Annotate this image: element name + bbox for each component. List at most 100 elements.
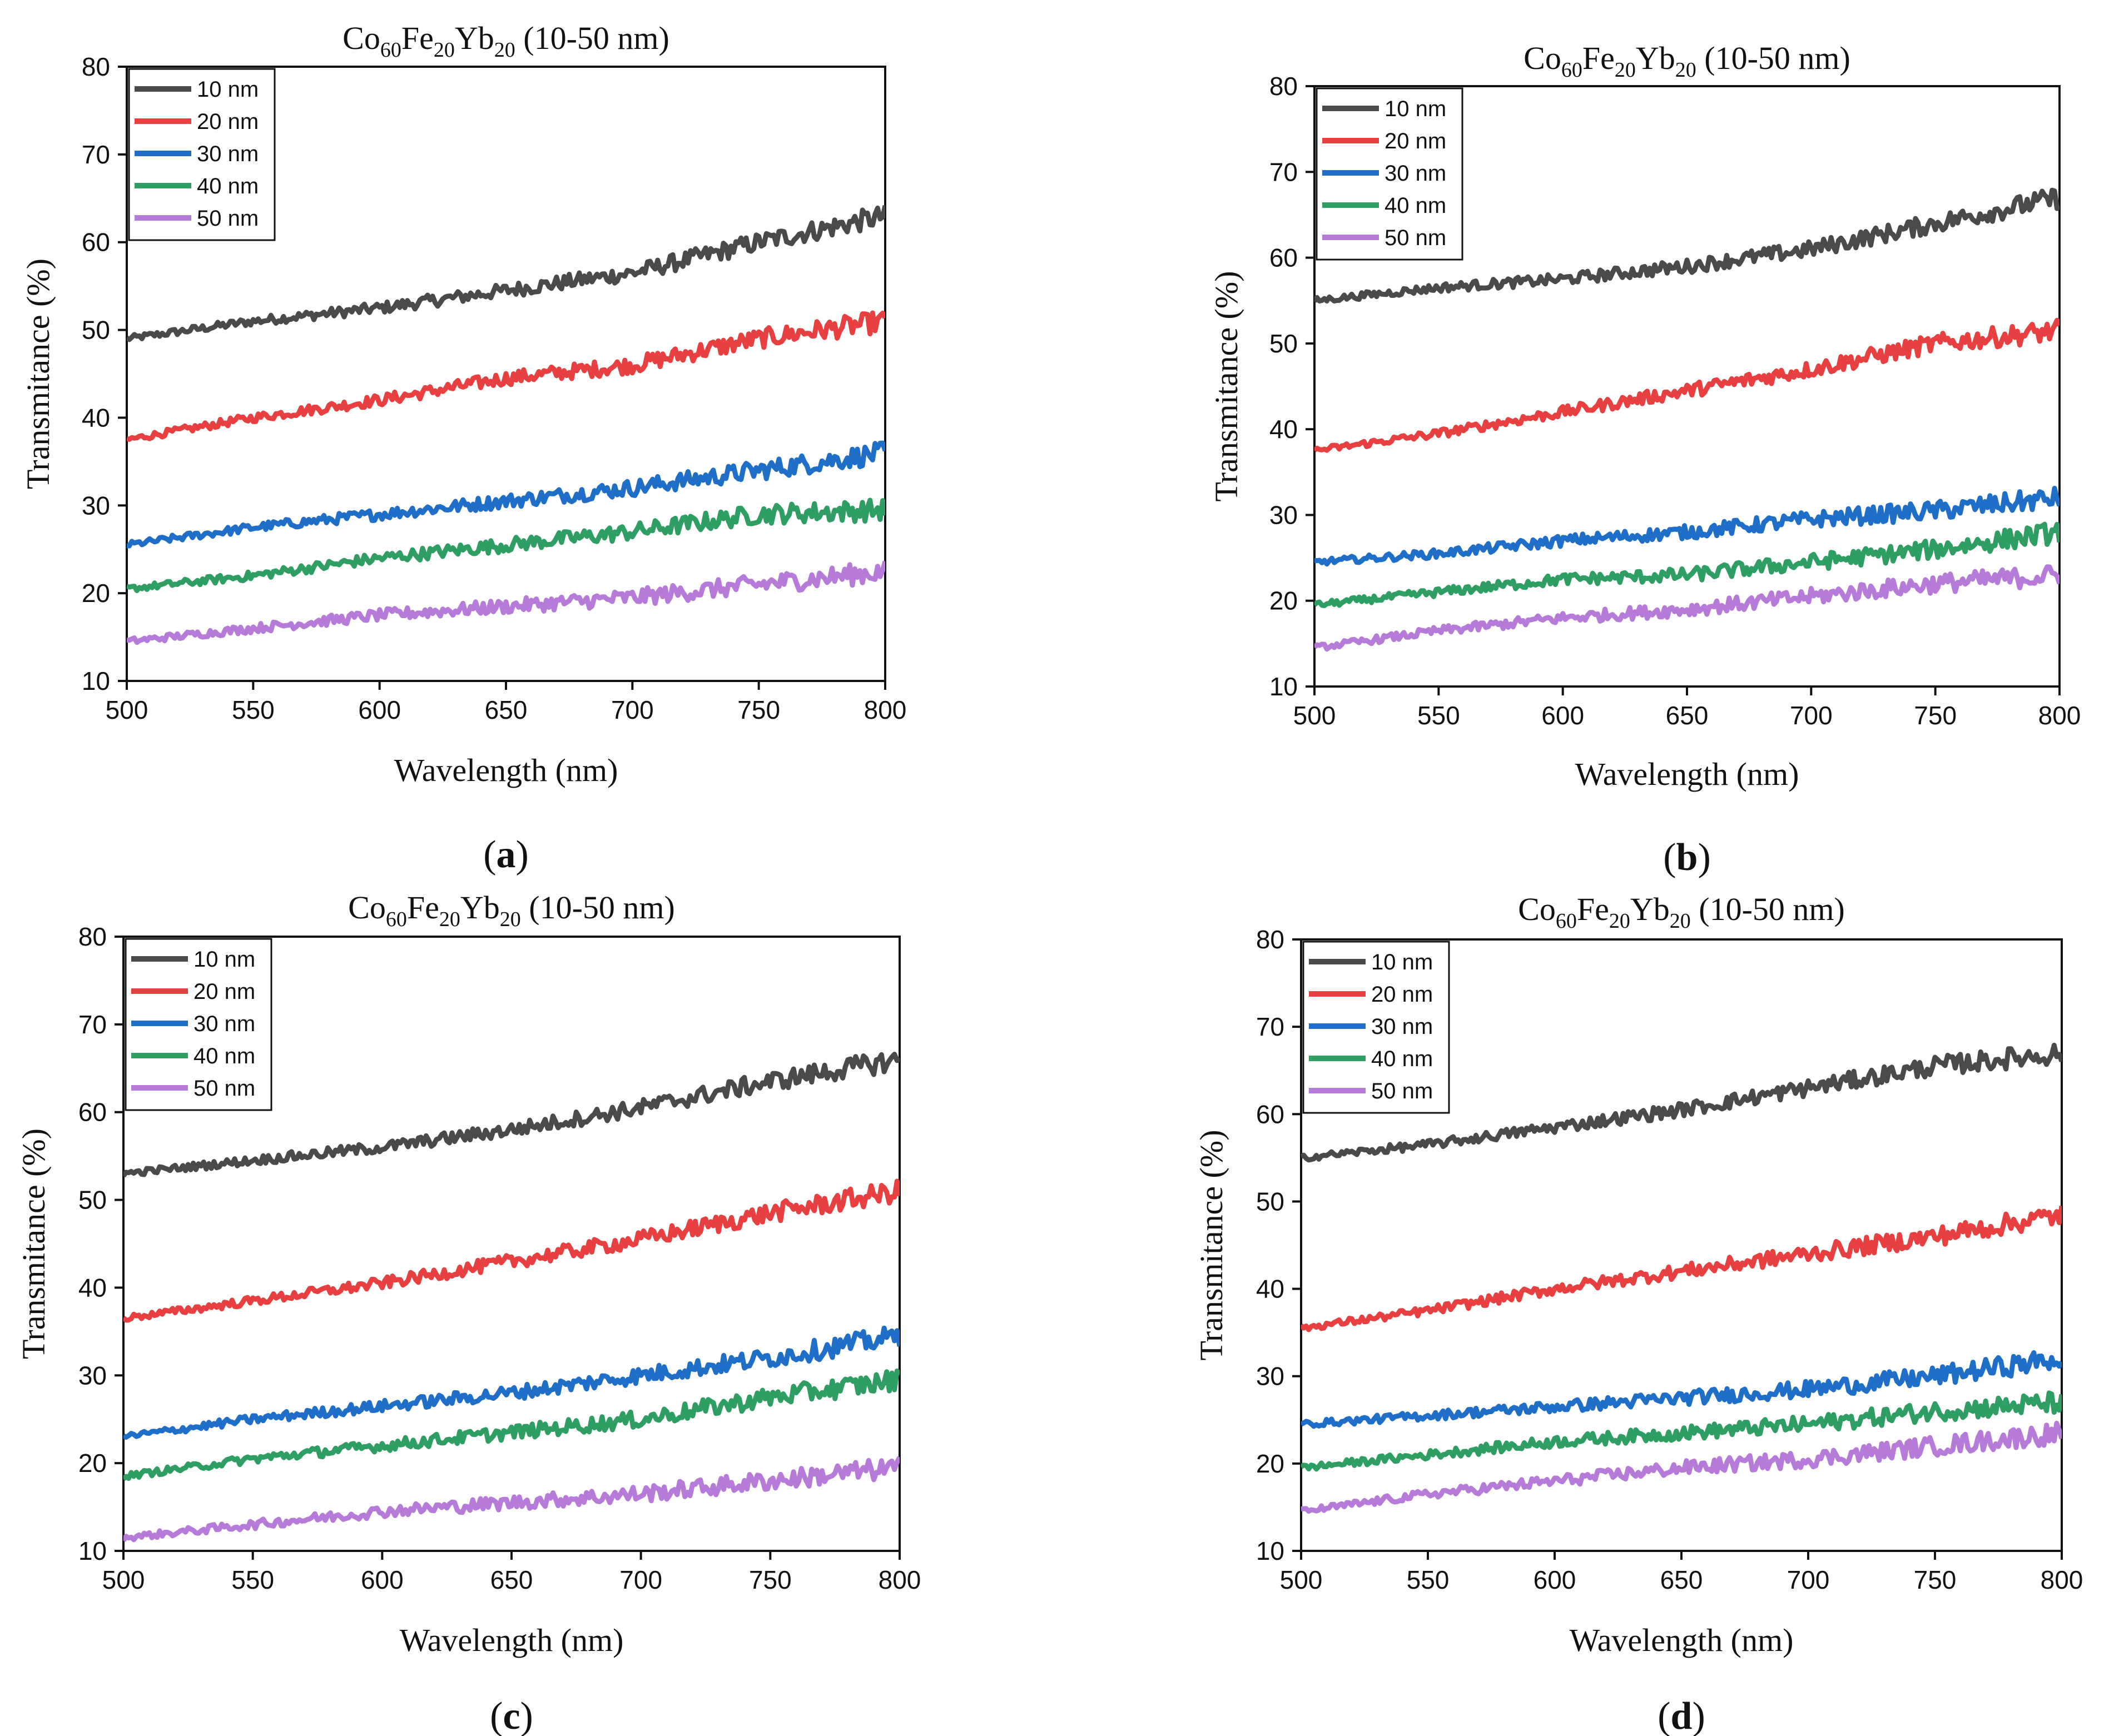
x-tick-label: 750 [1914, 1565, 1957, 1594]
chart-title-suffix: (10-50 nm) [521, 889, 675, 926]
y-tick-label: 20 [1269, 586, 1298, 615]
x-tick-label: 650 [1660, 1565, 1703, 1594]
legend-label: 40 nm [193, 1044, 255, 1068]
y-tick-label: 10 [82, 666, 110, 695]
chart-title: Co60Fe20Yb20 (10-50 nm) [1524, 40, 1850, 82]
chart-title-sub1: 60 [1556, 909, 1577, 933]
series-line-40-nm [1314, 521, 2060, 608]
series-line-10-nm [1301, 1042, 2062, 1163]
legend-label: 50 nm [193, 1076, 255, 1101]
series-line-20-nm [123, 1178, 900, 1323]
y-tick-label: 30 [82, 491, 110, 520]
x-tick-label: 750 [1914, 701, 1957, 730]
x-tick-label: 700 [611, 695, 654, 724]
chart-title-base3: Yb [460, 889, 500, 926]
y-tick-label: 80 [1256, 925, 1284, 954]
series-line-30-nm [123, 1325, 900, 1440]
chart-title: Co60Fe20Yb20 (10-50 nm) [343, 20, 669, 62]
y-tick-label: 80 [1269, 72, 1298, 101]
chart-panel-b: Co60Fe20Yb20 (10-50 nm)500 550 600 650 700 75… [1208, 40, 2081, 879]
legend-label: 10 nm [193, 947, 255, 972]
series-line-10-nm [127, 205, 885, 342]
x-tick-label: 500 [106, 695, 148, 724]
panel-caption-letter: b [1676, 836, 1698, 879]
y-tick-label: 70 [1256, 1012, 1284, 1041]
series-line-20-nm [127, 310, 885, 442]
chart-title-base2: Fe [1582, 40, 1615, 76]
legend-label: 20 nm [197, 110, 259, 134]
series-line-40-nm [127, 498, 885, 593]
y-tick-label: 60 [1256, 1100, 1284, 1128]
chart-title-base1: Co [343, 20, 380, 56]
legend-label: 30 nm [197, 142, 259, 166]
y-tick-label: 10 [1269, 672, 1298, 701]
x-tick-label: 550 [1407, 1565, 1450, 1594]
series-line-10-nm [1314, 187, 2060, 304]
y-tick-label: 70 [82, 140, 110, 169]
chart-title-base1: Co [1524, 40, 1561, 76]
series-line-50-nm [1301, 1420, 2062, 1514]
chart-title-base2: Fe [407, 889, 439, 926]
y-axis-label: Transmitance (%) [1193, 1130, 1229, 1360]
chart-title-suffix: (10-50 nm) [1691, 891, 1845, 927]
legend-label: 50 nm [197, 206, 259, 231]
panel-caption: (a) [483, 833, 529, 876]
chart-panel-d: Co60Fe20Yb20 (10-50 nm)500 550 600 650 700 75… [1193, 891, 2083, 1736]
chart-title-sub2: 20 [434, 38, 455, 62]
legend-label: 30 nm [193, 1012, 255, 1036]
panel-caption-letter: c [503, 1695, 520, 1736]
x-tick-label: 550 [232, 695, 275, 724]
x-tick-label: 600 [361, 1565, 404, 1594]
x-tick-label: 800 [864, 695, 907, 724]
y-axis-label: Transmitance (%) [1208, 271, 1244, 501]
panel-caption-letter: a [497, 833, 516, 876]
x-tick-label: 700 [1790, 701, 1833, 730]
legend-label: 30 nm [1385, 161, 1446, 186]
x-tick-label: 650 [485, 695, 528, 724]
chart-panel-a: Co60Fe20Yb20 (10-50 nm)500 550 600 650 700 75… [20, 20, 906, 876]
legend-label: 40 nm [1385, 193, 1446, 218]
series-line-40-nm [1301, 1390, 2062, 1472]
x-tick-label: 800 [2041, 1565, 2083, 1594]
y-tick-label: 40 [78, 1273, 107, 1302]
y-tick-label: 50 [82, 316, 110, 345]
chart-title-base2: Fe [1577, 891, 1609, 927]
x-tick-label: 550 [231, 1565, 274, 1594]
series-line-30-nm [1301, 1350, 2062, 1429]
y-axis-label: Transmitance (%) [20, 258, 56, 489]
y-tick-label: 20 [82, 579, 110, 608]
panel-caption: (b) [1663, 836, 1711, 879]
chart-title-sub1: 60 [386, 908, 407, 931]
panel-caption: (c) [490, 1695, 533, 1736]
chart-title-sub3: 20 [1670, 909, 1691, 933]
chart-title-suffix: (10-50 nm) [1696, 40, 1850, 76]
series-line-20-nm [1314, 317, 2060, 453]
y-tick-label: 80 [78, 922, 107, 951]
legend-label: 20 nm [193, 979, 255, 1004]
series-line-20-nm [1301, 1205, 2062, 1332]
x-tick-label: 800 [879, 1565, 921, 1594]
chart-title-sub3: 20 [494, 38, 515, 62]
y-tick-label: 30 [1256, 1362, 1284, 1391]
x-tick-label: 650 [1666, 701, 1709, 730]
chart-title-base1: Co [1518, 891, 1556, 927]
y-tick-label: 60 [82, 228, 110, 257]
chart-title-sub2: 20 [1609, 909, 1630, 933]
series-line-10-nm [123, 1052, 900, 1178]
panel-caption-letter: d [1671, 1695, 1693, 1736]
y-tick-label: 10 [1256, 1536, 1284, 1565]
chart-title-suffix: (10-50 nm) [515, 20, 669, 56]
legend-label: 50 nm [1385, 226, 1446, 250]
x-axis-label: Wavelength (nm) [1570, 1622, 1794, 1658]
y-tick-label: 20 [78, 1449, 107, 1478]
y-tick-label: 50 [78, 1186, 107, 1215]
x-tick-label: 550 [1417, 701, 1460, 730]
x-tick-label: 750 [737, 695, 780, 724]
y-tick-label: 40 [82, 403, 110, 432]
y-tick-label: 20 [1256, 1449, 1284, 1478]
chart-panel-c: Co60Fe20Yb20 (10-50 nm)500 550 600 650 700 75… [16, 889, 921, 1736]
x-tick-label: 500 [1293, 701, 1336, 730]
chart-title: Co60Fe20Yb20 (10-50 nm) [1518, 891, 1845, 933]
series-line-40-nm [123, 1368, 900, 1481]
